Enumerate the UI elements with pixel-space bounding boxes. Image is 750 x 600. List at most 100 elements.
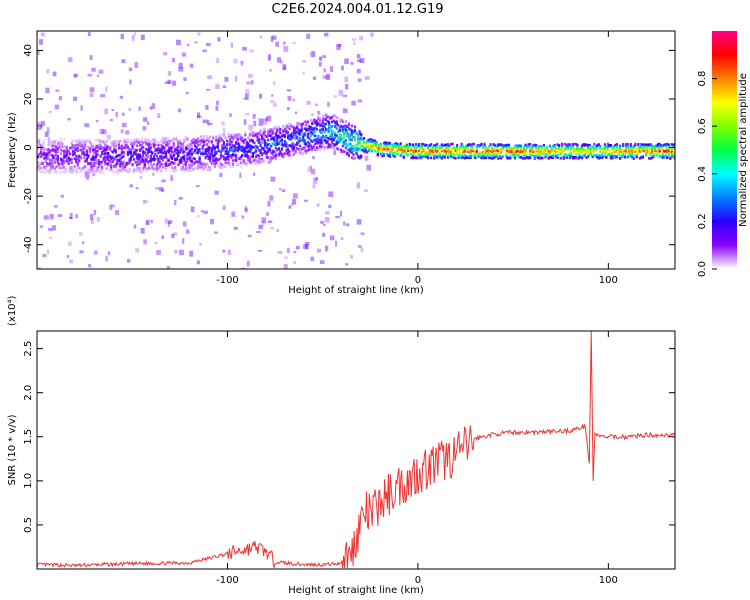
heatmap-cell — [270, 137, 273, 141]
heatmap-cell — [110, 204, 116, 208]
heatmap-cell — [673, 142, 675, 146]
heatmap-cell — [228, 162, 232, 166]
heatmap-cell — [201, 152, 204, 156]
heatmap-cell — [200, 164, 203, 168]
heatmap-cell — [235, 153, 238, 157]
heatmap-cell — [500, 143, 503, 147]
heatmap-cell — [161, 189, 165, 192]
heatmap-cell — [471, 149, 474, 153]
heatmap-cell — [364, 189, 368, 192]
heatmap-cell — [186, 144, 189, 148]
heatmap-cell — [442, 144, 445, 147]
heatmap-cell — [55, 165, 58, 169]
heatmap-cell — [363, 148, 366, 151]
heatmap-cell — [163, 162, 166, 166]
heatmap-cell — [169, 153, 172, 157]
heatmap-cell — [143, 239, 147, 245]
heatmap-cell — [104, 152, 107, 155]
heatmap-cell — [218, 140, 221, 143]
heatmap-cell — [238, 144, 241, 148]
heatmap-cell — [53, 170, 56, 174]
heatmap-cell — [261, 217, 267, 224]
heatmap-cell — [571, 156, 574, 160]
heatmap-cell — [181, 156, 184, 160]
heatmap-cell — [212, 144, 215, 147]
heatmap-cell — [556, 156, 559, 159]
heatmap-cell — [245, 146, 248, 150]
heatmap-cell — [40, 147, 43, 150]
heatmap-cell — [402, 146, 405, 150]
heatmap-cell — [486, 147, 489, 151]
heatmap-cell — [65, 158, 69, 161]
heatmap-cell — [201, 168, 204, 171]
heatmap-cell — [292, 148, 296, 151]
heatmap-cell — [228, 138, 232, 141]
heatmap-cell — [346, 143, 349, 147]
heatmap-cell — [212, 159, 215, 162]
heatmap-cell — [363, 137, 366, 140]
heatmap-cell — [62, 161, 66, 165]
heatmap-cell — [233, 147, 236, 150]
heatmap-cell — [373, 139, 376, 142]
heatmap-cell — [663, 143, 666, 147]
heatmap-cell — [256, 139, 259, 142]
heatmap-cell — [73, 147, 76, 151]
heatmap-cell — [300, 122, 303, 126]
x-tick-label: 0 — [415, 575, 421, 586]
heatmap-cell — [420, 146, 424, 150]
heatmap-cell — [251, 152, 255, 155]
heatmap-cell — [122, 139, 125, 143]
heatmap-cell — [405, 145, 408, 149]
heatmap-cell — [391, 144, 395, 148]
heatmap-cell — [189, 166, 192, 170]
heatmap-cell — [40, 171, 43, 174]
heatmap-cell — [145, 167, 148, 171]
heatmap-cell — [227, 152, 230, 155]
heatmap-cell — [166, 138, 169, 141]
heatmap-cell — [160, 155, 163, 158]
heatmap-cell — [506, 156, 509, 160]
heatmap-cell — [44, 154, 47, 158]
heatmap-cell — [297, 128, 300, 132]
heatmap-cell — [398, 145, 401, 149]
heatmap-cell — [337, 130, 340, 134]
heatmap-cell — [172, 161, 175, 165]
heatmap-cell — [244, 150, 247, 153]
heatmap-cell — [108, 147, 111, 151]
heatmap-cell — [277, 126, 280, 129]
heatmap-cell — [498, 143, 501, 146]
heatmap-cell — [285, 126, 288, 130]
heatmap-cell — [222, 157, 226, 161]
heatmap-cell — [638, 146, 642, 149]
heatmap-cell — [302, 152, 305, 155]
heatmap-cell — [373, 149, 376, 153]
heatmap-cell — [312, 133, 315, 137]
heatmap-cell — [515, 154, 518, 157]
heatmap-cell — [455, 152, 459, 156]
heatmap-cell — [238, 133, 241, 136]
heatmap-cell — [55, 156, 58, 160]
heatmap-cell — [577, 153, 581, 157]
heatmap-cell — [472, 142, 475, 146]
heatmap-cell — [280, 134, 283, 138]
heatmap-cell — [222, 249, 226, 253]
heatmap-cell — [125, 161, 128, 165]
heatmap-cell — [196, 140, 200, 144]
heatmap-cell — [120, 167, 123, 170]
heatmap-cell — [285, 123, 288, 127]
heatmap-cell — [242, 139, 245, 143]
heatmap-cell — [151, 158, 154, 161]
heatmap-cell — [353, 41, 356, 45]
heatmap-cell — [370, 145, 373, 148]
heatmap-cell — [91, 167, 95, 171]
heatmap-cell — [196, 150, 200, 153]
heatmap-cell — [217, 37, 221, 42]
heatmap-cell — [434, 146, 437, 149]
heatmap-cell — [230, 136, 233, 139]
heatmap-cell — [399, 142, 402, 145]
heatmap-cell — [93, 161, 96, 165]
heatmap-cell — [462, 155, 465, 159]
heatmap-cell — [171, 233, 175, 239]
heatmap-cell — [407, 149, 410, 152]
heatmap-cell — [311, 126, 314, 130]
